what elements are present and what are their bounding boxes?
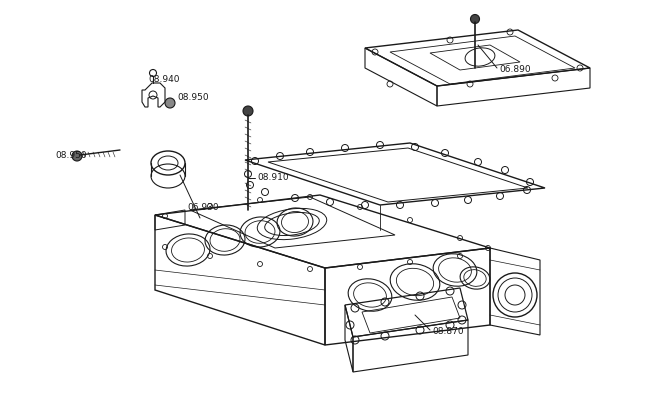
- Text: 08.950: 08.950: [177, 92, 208, 102]
- Text: 08.870: 08.870: [432, 328, 464, 336]
- Text: 06.890: 06.890: [499, 64, 531, 74]
- Text: 08.950: 08.950: [55, 150, 87, 160]
- Circle shape: [243, 106, 253, 116]
- Text: 06.930: 06.930: [187, 202, 219, 212]
- Circle shape: [72, 151, 82, 161]
- Circle shape: [165, 98, 175, 108]
- Text: 08.910: 08.910: [257, 174, 288, 182]
- Text: 08.940: 08.940: [148, 74, 180, 84]
- Circle shape: [471, 14, 480, 24]
